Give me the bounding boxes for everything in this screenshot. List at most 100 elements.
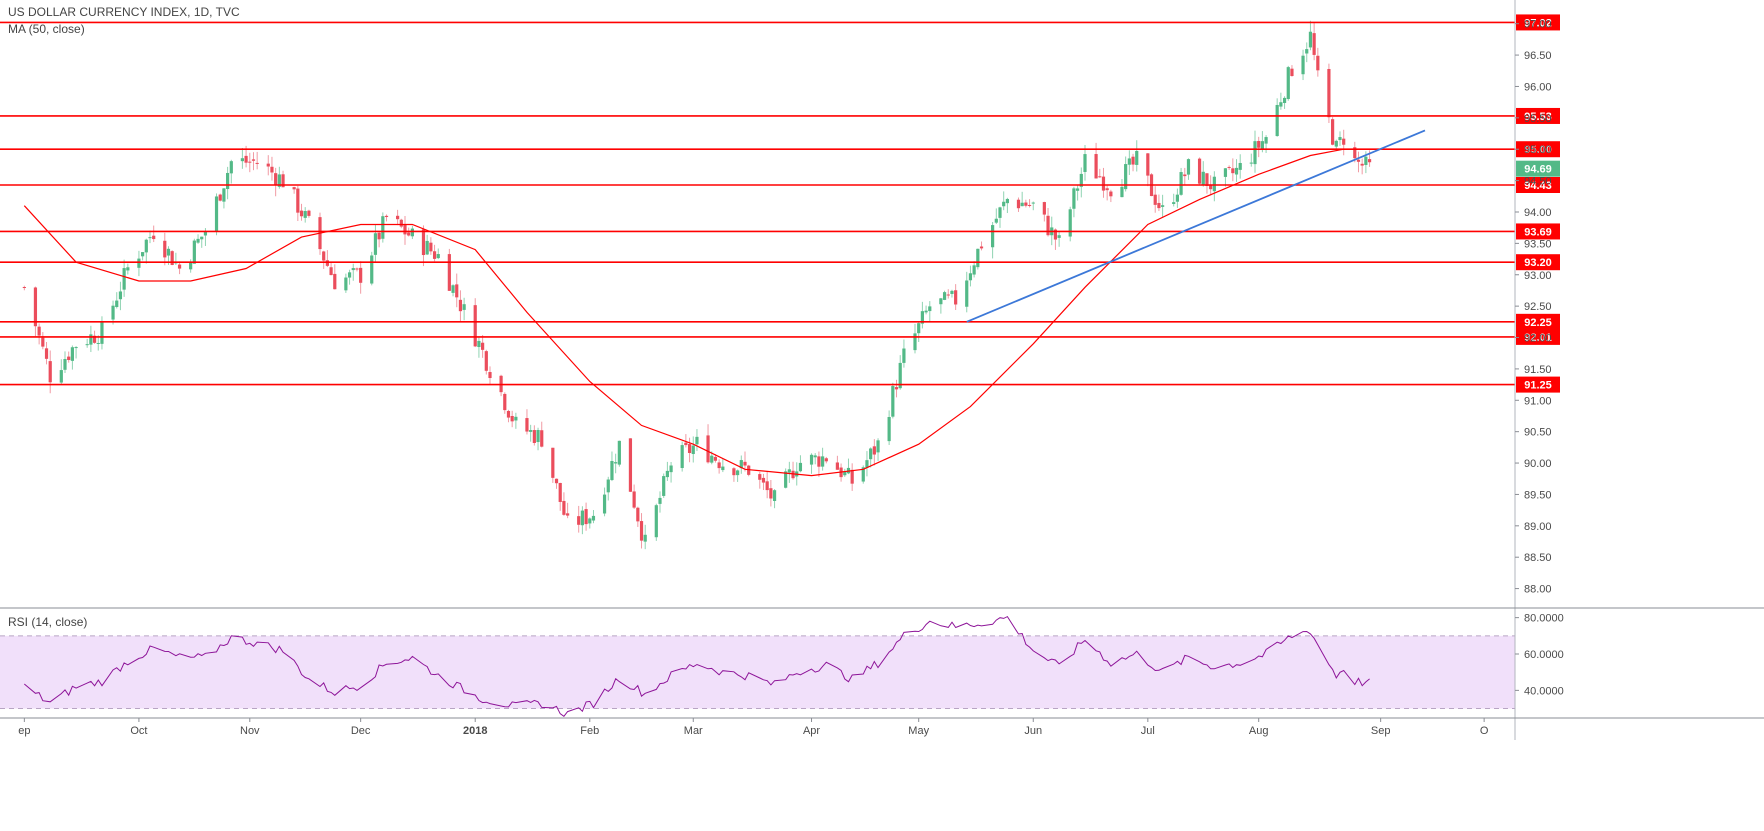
candle-down <box>743 461 747 466</box>
candle-down <box>170 251 174 265</box>
level-badge <box>1516 223 1560 240</box>
candle-up <box>928 306 932 312</box>
candle-up <box>902 348 906 363</box>
candle-down <box>266 163 270 167</box>
candle-up <box>898 362 902 389</box>
candle-up <box>1234 167 1239 175</box>
rsi-line <box>23 615 1370 717</box>
candle-down <box>1327 69 1331 118</box>
time-tick-label: Mar <box>684 725 703 737</box>
candle-down <box>41 337 45 347</box>
candle-up <box>784 471 788 488</box>
candle-up <box>240 158 244 162</box>
candle-up <box>111 305 115 320</box>
candle-down <box>824 458 828 462</box>
trendline[interactable] <box>966 129 1426 323</box>
candle-up <box>1275 104 1279 137</box>
candle-up <box>1186 159 1191 175</box>
time-tick-label: Feb <box>580 725 599 737</box>
candle-up <box>1223 168 1228 177</box>
candle-up <box>1031 202 1035 204</box>
candle-up <box>965 280 969 307</box>
candle-down <box>429 242 433 252</box>
price-tick-label: 88.00 <box>1524 584 1552 596</box>
last-price-badge <box>1516 160 1560 177</box>
candle-up <box>865 460 869 468</box>
candle-down <box>761 477 766 483</box>
time-tick-label: Dec <box>351 725 371 737</box>
candle-up <box>654 505 658 538</box>
candle-up <box>917 323 921 334</box>
candle-down <box>1367 159 1372 163</box>
candle-up <box>739 460 743 469</box>
candle-up <box>1249 162 1253 164</box>
time-tick-label: Aug <box>1249 725 1269 737</box>
candle-up <box>425 240 429 255</box>
candle-up <box>59 370 63 383</box>
candle-up <box>536 430 540 443</box>
price-tick-label: 97.00 <box>1524 19 1552 31</box>
candle-down <box>525 418 529 432</box>
level-badge <box>1516 313 1560 330</box>
candle-down <box>244 155 248 163</box>
candle-down <box>22 287 26 289</box>
candle-down <box>67 356 71 361</box>
time-tick-label: Jun <box>1024 725 1042 737</box>
last-price-label: 94.69 <box>1524 164 1552 176</box>
candle-down <box>532 430 536 443</box>
candle-up <box>344 277 348 291</box>
candle-down <box>359 267 363 283</box>
candle-down <box>329 267 333 276</box>
candle-up <box>1002 201 1006 207</box>
candle-down <box>979 246 984 249</box>
candle-up <box>1253 141 1257 165</box>
candle-down <box>687 444 692 454</box>
candle-down <box>322 251 326 261</box>
candle-down <box>769 488 773 499</box>
candle-down <box>817 456 821 467</box>
candle-up <box>617 440 621 465</box>
candle-down <box>1042 202 1046 215</box>
candle-down <box>292 187 296 190</box>
candle-up <box>968 273 973 281</box>
candle-down <box>48 361 52 383</box>
price-tick-label: 92.00 <box>1524 333 1552 345</box>
candle-up <box>1127 158 1131 165</box>
level-label: 93.20 <box>1524 257 1552 269</box>
level-label: 94.43 <box>1524 180 1552 192</box>
candle-down <box>1209 184 1213 190</box>
level-label: 92.01 <box>1524 332 1552 344</box>
candle-up <box>137 258 141 268</box>
candle-down <box>458 299 463 312</box>
candle-up <box>1005 198 1009 204</box>
candle-down <box>1101 176 1106 191</box>
candle-down <box>577 516 581 525</box>
candle-down <box>684 442 688 446</box>
price-tick-label: 94.00 <box>1524 207 1552 219</box>
candle-down <box>1131 156 1135 165</box>
candle-up <box>118 291 123 300</box>
level-label: 95.53 <box>1524 111 1552 123</box>
price-tick-label: 88.50 <box>1524 552 1552 564</box>
candle-down <box>488 372 492 379</box>
candle-down <box>1331 119 1335 145</box>
candle-down <box>566 513 570 516</box>
support-trendline[interactable] <box>966 129 1426 323</box>
time-tick-label: 2018 <box>463 725 487 737</box>
candle-down <box>33 287 38 327</box>
candle-down <box>481 342 485 350</box>
candle-down <box>872 446 876 455</box>
price-tick-label: 90.50 <box>1524 427 1552 439</box>
indicator-label: MA (50, close) <box>8 22 85 36</box>
candle-up <box>1076 188 1080 191</box>
price-tick-label: 96.00 <box>1524 81 1552 93</box>
candle-down <box>333 273 337 290</box>
candle-up <box>166 248 171 256</box>
rsi-band <box>0 635 1515 709</box>
candle-up <box>691 445 695 455</box>
candle-up <box>189 261 193 270</box>
candle-up <box>876 440 880 453</box>
candle-down <box>717 462 721 469</box>
candle-up <box>1124 164 1128 190</box>
